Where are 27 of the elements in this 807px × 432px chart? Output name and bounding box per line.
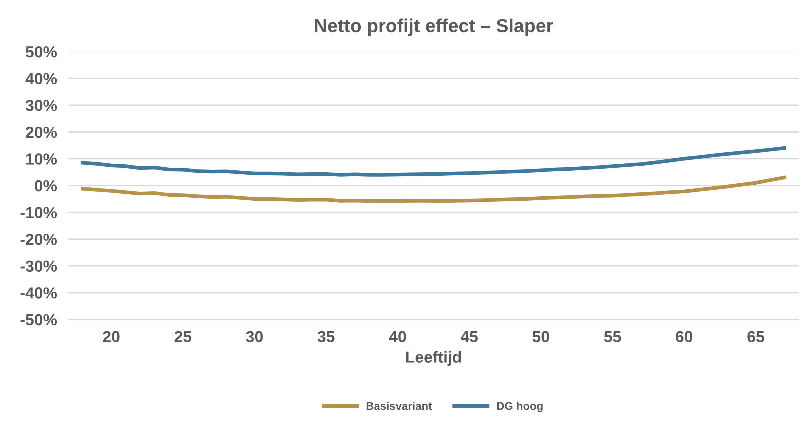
x-axis-title: Leeftijd — [406, 351, 462, 366]
y-tick-label: -30% — [20, 260, 58, 272]
legend-label: DG hoog — [497, 402, 543, 412]
x-tick-label: 30 — [246, 331, 263, 343]
line-series — [81, 146, 786, 177]
y-tick-label: 20% — [26, 126, 58, 138]
x-tick-label: 55 — [604, 331, 622, 343]
y-tick-label: 40% — [26, 73, 58, 85]
x-tick-label: 50 — [532, 331, 550, 343]
y-tick-label: 30% — [26, 100, 58, 112]
x-tick-label: 45 — [460, 331, 478, 343]
x-tick-label: 25 — [174, 331, 192, 343]
y-tick-label: -50% — [20, 314, 58, 326]
y-tick-label: 50% — [26, 46, 58, 58]
y-tick-label: 0% — [35, 180, 58, 192]
chart-title: Netto profijt effect – Slaper — [315, 18, 554, 36]
x-tick-label: 60 — [676, 331, 693, 343]
y-tick-label: 10% — [26, 154, 58, 165]
x-tick-label: 65 — [748, 331, 764, 343]
y-tick-label: -40% — [20, 288, 58, 299]
line-series — [81, 176, 786, 204]
x-tick-label: 35 — [318, 331, 335, 343]
x-tick-label: 40 — [389, 331, 406, 343]
x-tick-label: 20 — [103, 331, 120, 343]
y-tick-label: -20% — [20, 234, 58, 246]
y-tick-label: -10% — [20, 207, 58, 218]
legend-label: Basisvariant — [366, 402, 432, 410]
